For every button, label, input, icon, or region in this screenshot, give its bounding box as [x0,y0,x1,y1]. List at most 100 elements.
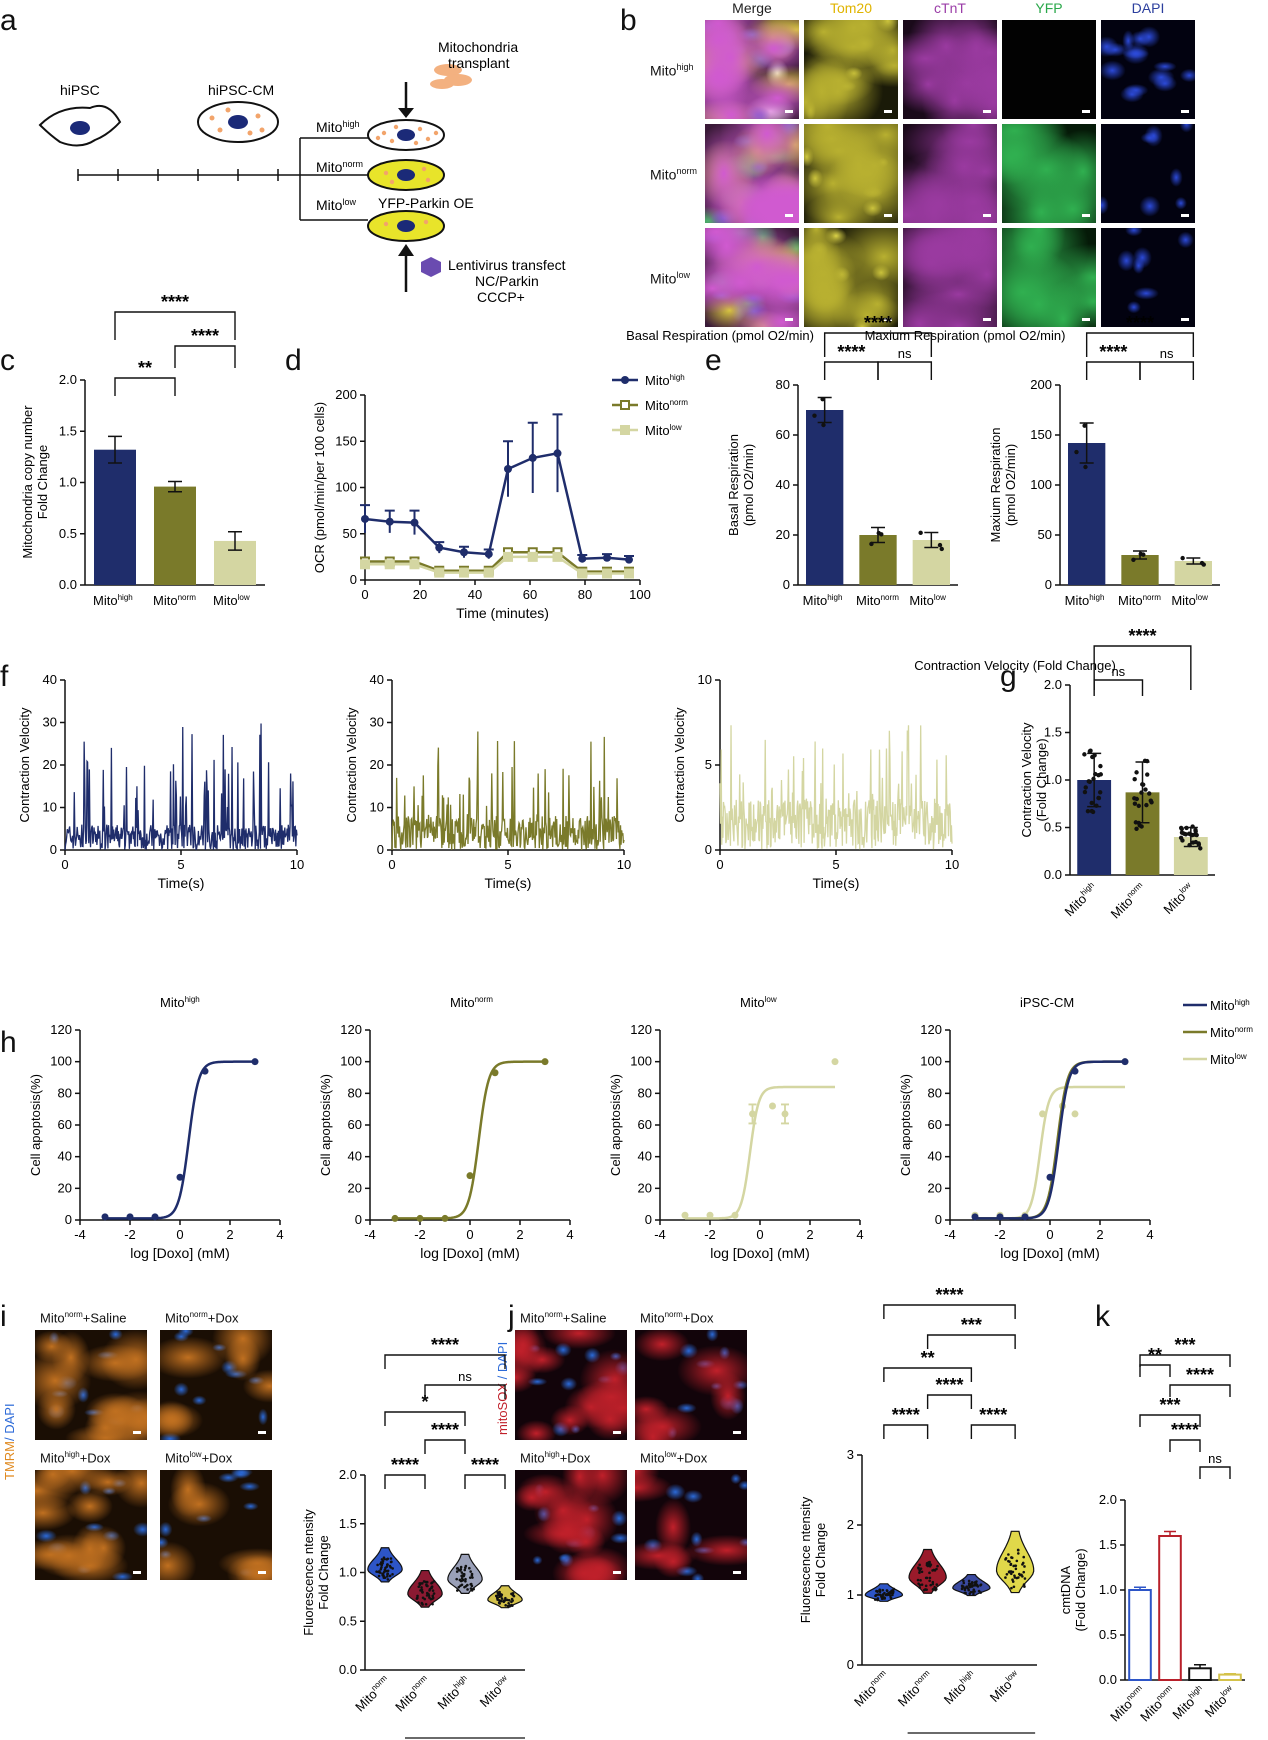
data-point [963,1588,967,1592]
data-point [1008,1560,1011,1563]
data-point [426,1584,429,1588]
y-tick-label: 0 [935,1212,942,1227]
y-tick-label: 1.5 [339,1516,357,1531]
error-bar [1224,1672,1236,1675]
data-point [379,1562,382,1566]
fit-curve [975,1060,1126,1220]
data-point [917,1566,920,1569]
data-point [918,1563,921,1567]
x-tick-label: 10 [290,857,304,872]
data-point [1145,772,1150,777]
y-tick-label: 100 [340,1054,362,1069]
significance-label: ** [921,1348,935,1368]
data-point [885,1589,889,1593]
data-point [431,1596,435,1600]
category-label: Mitolow [909,593,946,608]
data-point [831,1058,839,1066]
significance-bracket [424,1439,466,1454]
yfp-parkin-label: YFP-Parkin OE [378,195,474,211]
error-bar [781,1103,789,1125]
data-point [1134,770,1139,775]
y-tick-label: 100 [1030,477,1052,492]
data-point [976,1585,980,1588]
y-tick-label: 3 [847,1447,854,1462]
data-point [434,567,445,578]
data-point [979,1591,982,1594]
data-point [511,1604,514,1607]
micrograph-tile [804,124,898,223]
data-point [391,1572,394,1576]
category-label: Mitolow [987,1668,1024,1705]
micrograph-tile [705,124,799,223]
images-j: Mitonorm+Saline Mitonorm+Dox Mitohigh+Dox M… [495,1310,815,1650]
data-point [1137,823,1142,828]
data-point [879,532,884,537]
significance-bracket [424,1384,506,1399]
chart-f-low: 0 5 10 0 5 10 Time(s) Contraction Velocity [672,672,959,891]
category-label: Mitonorm [1108,880,1149,921]
scale-bar [884,318,892,321]
data-point [876,1590,879,1593]
data-point [496,1598,499,1601]
y-tick-label: 20 [638,1180,652,1195]
data-point [1140,782,1145,787]
y-tick-label: 60 [58,1117,72,1132]
significance-bracket [883,1367,973,1382]
data-point [1021,1561,1025,1565]
micrograph-tile [1101,20,1195,119]
data-point [422,1580,426,1583]
y-tick-label: 60 [348,1117,362,1132]
legend-marker [620,400,630,410]
x-tick-label: 4 [566,1227,573,1242]
significance-label: ns [1208,1451,1222,1466]
significance-bracket [114,311,236,340]
y-tick-label: 2.0 [339,1467,357,1482]
error-bar [228,530,242,551]
data-point [470,1589,474,1592]
chart-e-basal: 0 20 40 60 80 Basal Respiration (pmol O2/min)… [626,313,958,608]
data-point [1009,1572,1013,1576]
category-label: Mitohigh [434,1673,473,1712]
data-point [577,568,588,579]
data-point [1010,1586,1013,1590]
micrograph-tile [705,228,799,327]
data-point [409,559,420,570]
y-tick-label: 0 [350,572,357,587]
data-point [498,1602,501,1605]
series-line [364,451,630,561]
data-point [460,1571,464,1574]
y-tick-label: 40 [370,672,384,687]
condition-label: Mitonorm+Dox [640,1310,714,1326]
data-point [435,543,444,552]
scale-bar [1181,318,1189,321]
condition-label: Mitolow+Dox [165,1450,233,1466]
violin [908,1548,947,1594]
data-point [918,1571,921,1574]
row-label: Mitonorm [650,166,697,183]
chart-f-high: 0 10 20 30 40 0 5 10 Time(s) Contraction Velocity [17,672,304,891]
data-point [996,1213,1004,1221]
data-point [496,1591,499,1594]
data-point [1187,831,1192,836]
data-point [1134,796,1139,802]
data-point [1178,835,1184,841]
scale-bar [983,110,991,113]
data-point [1184,825,1189,831]
data-point [706,1211,714,1219]
y-tick-label: 0 [50,842,57,857]
data-point [380,1566,383,1569]
significance-label: **** [864,313,892,333]
scale-bar [785,318,793,321]
data-point [1023,1565,1026,1568]
significance-label: **** [191,326,219,346]
significance-label: **** [1128,626,1156,646]
data-point [495,1594,498,1598]
data-point [1121,1058,1129,1066]
data-point [1199,560,1205,566]
significance-bracket [384,1354,506,1369]
data-point [511,1599,514,1602]
data-point [1144,802,1149,808]
column-header: Tom20 [829,0,873,16]
significance-bracket [926,1334,1016,1349]
panel-label-h: h [0,1026,17,1059]
